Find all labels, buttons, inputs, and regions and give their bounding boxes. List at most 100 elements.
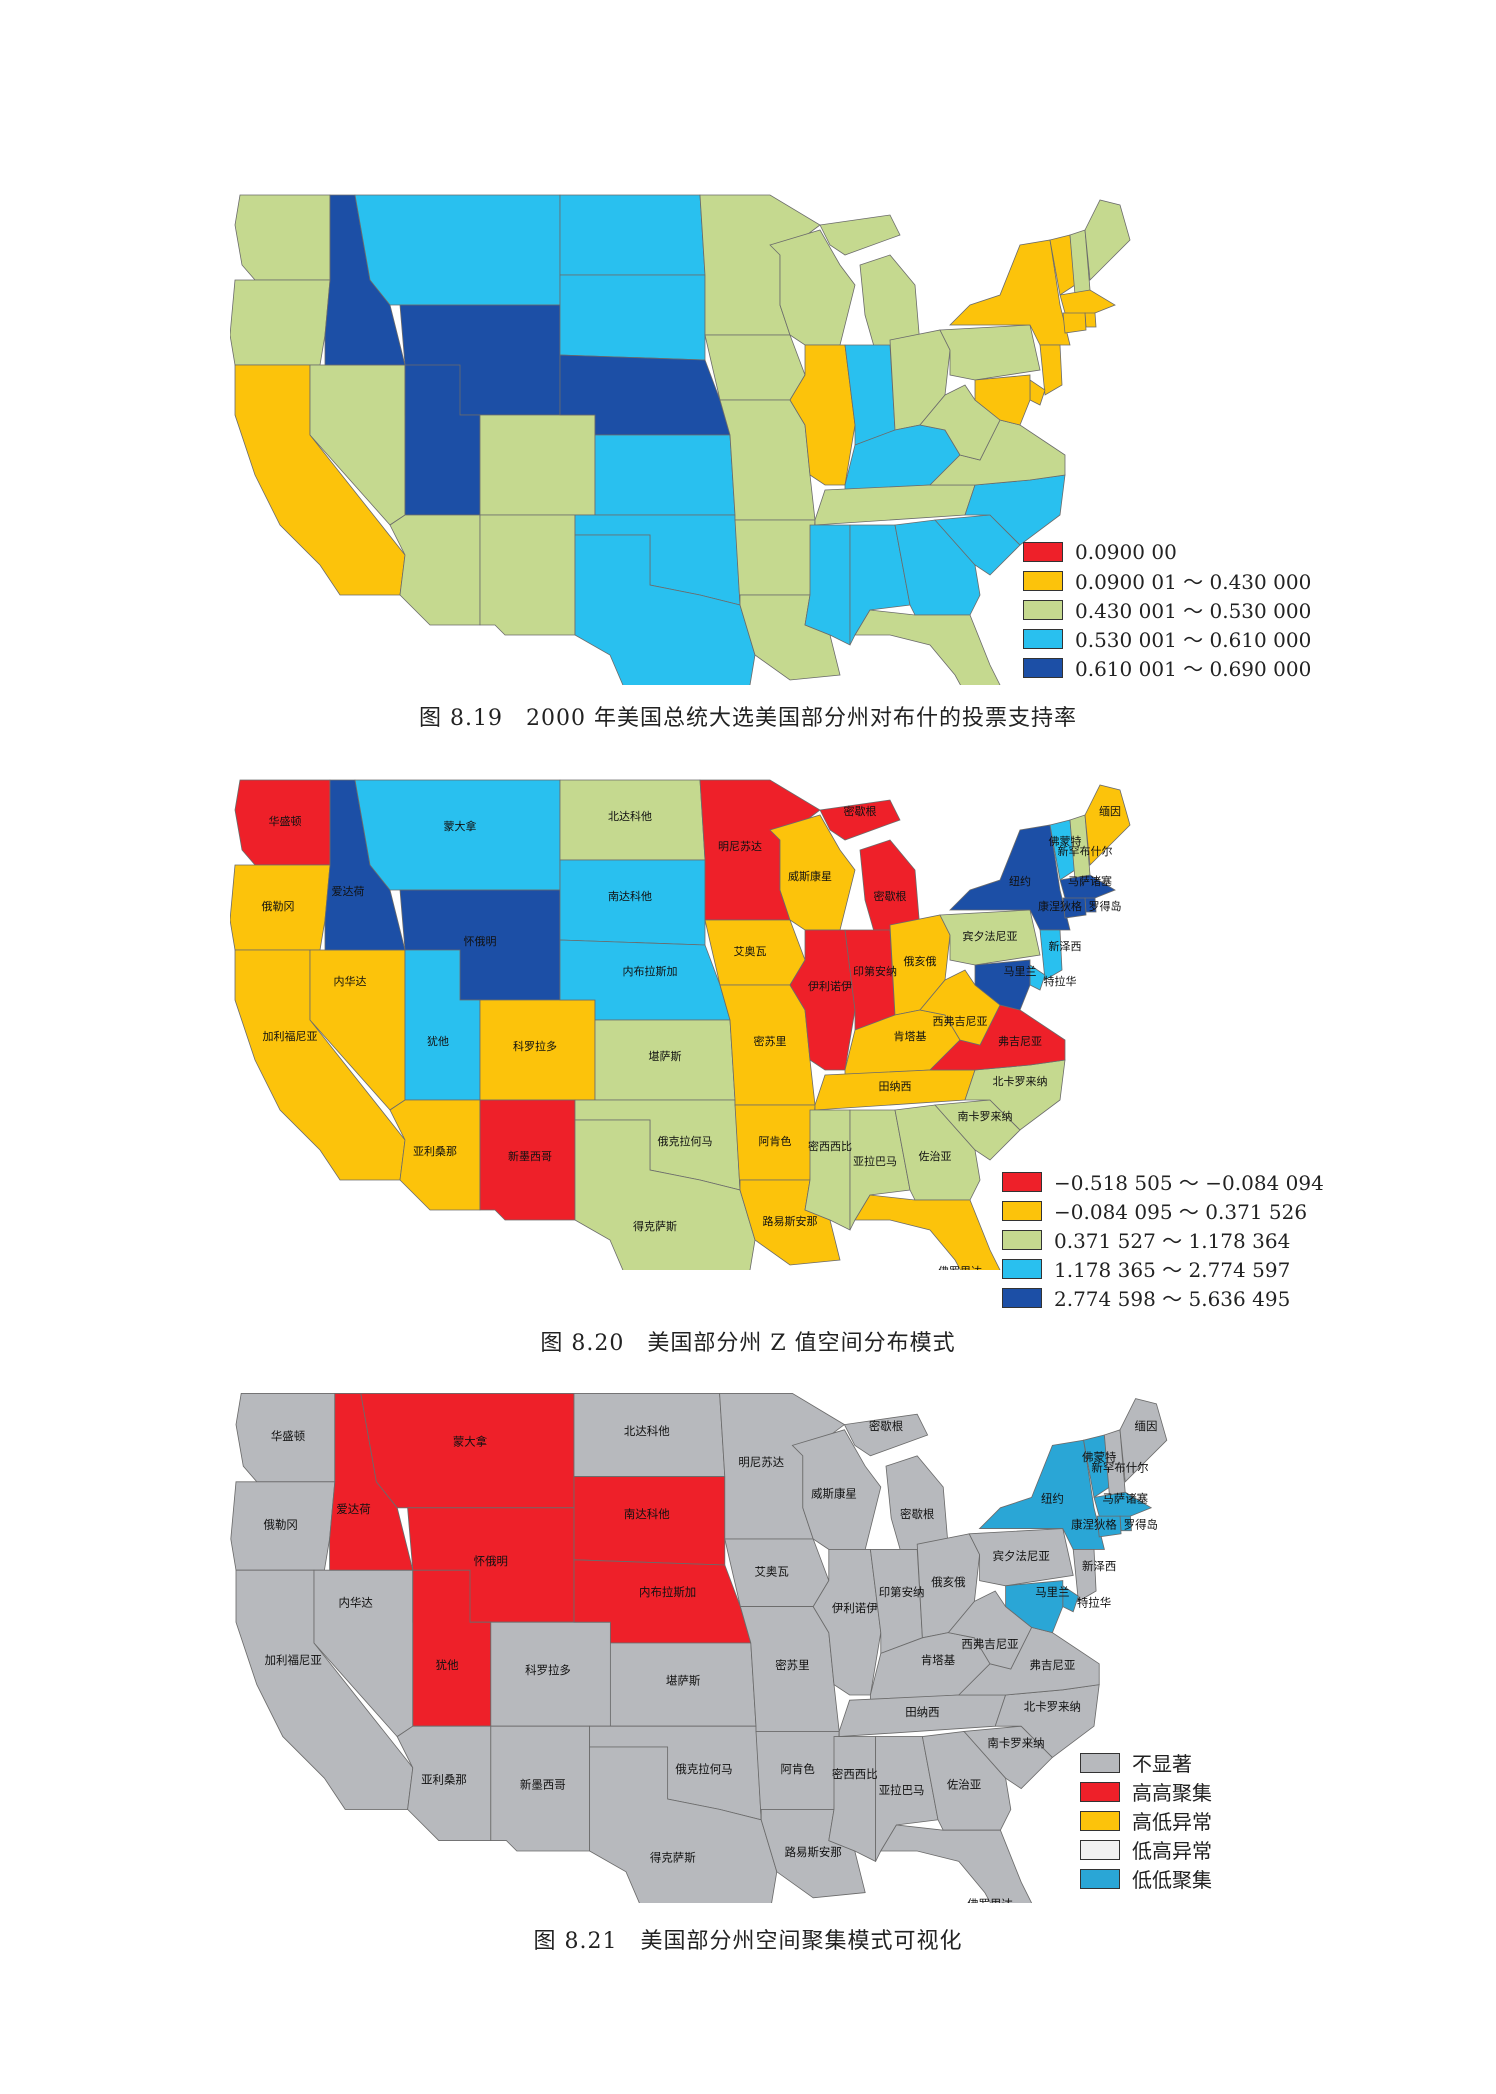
state-label-va: 弗吉尼亚 [1030,1658,1076,1672]
state-label-nd: 北达科他 [624,1424,670,1438]
legend-swatch [1080,1781,1120,1802]
state-label-nd: 北达科他 [608,809,652,823]
cluster-map: 华盛顿 俄勒冈 加利福尼亚 内华达 爱达荷 蒙大拿 怀俄明 犹他 科罗拉多 亚利桑那 新墨西哥 北达科… [230,1383,1230,1903]
state-label-tn: 田纳西 [879,1080,912,1093]
state-label-sc: 南卡罗来纳 [987,1736,1044,1750]
legend-label: 0.530 001 ～ 0.610 000 [1075,628,1312,652]
legend-swatch [1080,1752,1120,1773]
legend-swatch [1080,1868,1120,1889]
state-ny [949,239,1071,346]
state-label-az: 亚利桑那 [413,1145,457,1158]
state-nm [479,514,576,636]
state-label-wv: 西弗吉尼亚 [933,1014,988,1028]
state-label-ks: 堪萨斯 [666,1674,700,1688]
state-label-nh: 新罕布什尔 [1091,1460,1148,1474]
legend-item: 1.178 365 ～ 2.774 597 [1002,1254,1324,1283]
state-label-wa: 华盛顿 [269,814,302,828]
state-mi [843,1413,929,1457]
state-label-ms: 密西西比 [808,1139,852,1153]
state-label-in: 印第安纳 [879,1585,925,1599]
state-label-ca: 加利福尼亚 [265,1653,322,1667]
state-label-fl: 佛罗里达 [967,1897,1013,1903]
state-label-mn: 明尼苏达 [718,840,762,853]
state-nj [1039,929,1063,981]
state-label-ar: 阿肯色 [759,1134,792,1148]
state-label-la: 路易斯安那 [763,1214,818,1228]
state-label-ms: 密西西比 [832,1767,878,1781]
state-label-fl: 佛罗里达 [938,1265,982,1270]
state-sc [963,1725,1053,1790]
state-pa [939,324,1041,381]
state-label-ok: 俄克拉何马 [658,1134,713,1148]
state-label-sd: 南达科他 [608,889,652,903]
state-ny [949,824,1071,931]
state-label-ky: 肯塔基 [894,1030,927,1043]
state-label-ne: 内布拉斯加 [639,1585,696,1599]
choropleth-map-z-values: 华盛顿 俄勒冈 加利福尼亚 内华达 爱达荷 蒙大拿 怀俄明 犹他 科罗拉多 亚利桑那 新墨西哥 北达科… [230,770,1190,1270]
state-ma [1059,874,1116,901]
legend-label: 2.774 598 ～ 5.636 495 [1054,1287,1291,1311]
state-label-al: 亚拉巴马 [879,1783,925,1797]
legend-label: 0.371 527 ～ 1.178 364 [1054,1229,1291,1253]
state-az [389,1099,481,1211]
state-label-ia: 艾奥瓦 [734,944,767,958]
state-label-nv: 内华达 [334,974,367,988]
state-nj [1072,1548,1097,1603]
state-label-oh: 俄亥俄 [931,1575,966,1589]
state-label-pa: 宾夕法尼亚 [993,1549,1050,1563]
state-de [1029,379,1046,406]
legend-label: 低高异常 [1132,1839,1212,1863]
legend-item: 0.530 001 ～ 0.610 000 [1023,624,1311,653]
state-label-ne: 内布拉斯加 [623,964,678,978]
legend-item: 低高异常 [1080,1835,1212,1864]
legend-label: 0.610 001 ～ 0.690 000 [1075,657,1312,681]
state-label-ia: 艾奥瓦 [754,1564,788,1578]
state-label-mt: 蒙大拿 [453,1434,488,1448]
state-label-ri: 罗得岛 [1124,1518,1158,1532]
state-label-nm: 新墨西哥 [520,1778,566,1792]
legend-item: −0.518 505 ～ −0.084 094 [1002,1167,1324,1196]
state-ms [828,1736,877,1863]
legend-label: 1.178 365 ～ 2.774 597 [1054,1258,1291,1282]
state-label-me: 缅因 [1135,1419,1158,1433]
state-co [479,414,596,516]
state-label-mo: 密苏里 [775,1658,809,1672]
state-label-nh: 新罕布什尔 [1058,844,1113,858]
state-label-mi: 密歇根 [869,1419,904,1433]
state-label-il: 伊利诺伊 [832,1601,878,1615]
state-mt [354,779,561,891]
caption-fig2: 图 8.20 美国部分州 Z 值空间分布模式 [540,1331,956,1356]
legend-swatch [1002,1200,1042,1221]
state-az [389,514,481,626]
state-label-mn: 明尼苏达 [738,1455,784,1469]
state-tx [574,1119,756,1270]
state-label-vt: 佛蒙特 [1049,834,1082,848]
legend-label: −0.084 095 ～ 0.371 526 [1054,1200,1308,1224]
legend-fig1: 0.0900 00 0.0900 01 ～ 0.430 000 0.430 001 … [1023,537,1311,682]
legend-swatch [1023,570,1063,591]
legend-label: 0.0900 00 [1075,539,1177,564]
legend-label: 低低聚集 [1132,1868,1212,1892]
state-label-wa: 华盛顿 [271,1429,305,1443]
state-label-oh: 俄亥俄 [904,954,937,968]
state-label-nj: 新泽西 [1082,1559,1116,1573]
state-label-id: 爱达荷 [332,885,365,898]
legend-item: 0.0900 01 ～ 0.430 000 [1023,566,1311,595]
state-me [1084,199,1131,281]
state-label-wi: 威斯康星 [811,1486,857,1500]
legend-label: 高低异常 [1132,1810,1212,1834]
state-label-ky: 肯塔基 [921,1653,956,1667]
state-label-tn: 田纳西 [905,1705,939,1719]
state-ms [804,524,851,646]
state-label-id: 爱达荷 [336,1502,370,1516]
state-label-ok: 俄克拉何马 [675,1762,732,1776]
legend-swatch [1023,657,1063,678]
state-label-mt: 蒙大拿 [444,819,477,833]
state-ms [804,1109,851,1231]
state-ma [1093,1491,1153,1519]
state-md [974,374,1031,426]
state-md [1005,1580,1064,1634]
state-label-mi2: 密歇根 [900,1507,935,1521]
